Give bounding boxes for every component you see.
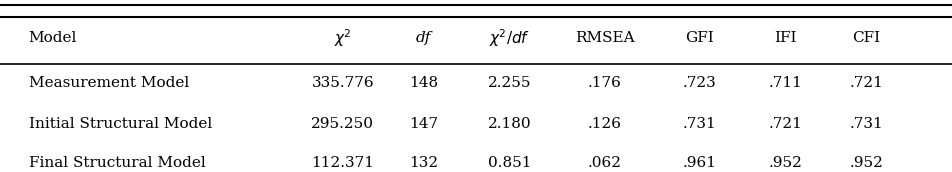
Text: .062: .062 <box>587 156 622 170</box>
Text: 132: 132 <box>409 156 438 170</box>
Text: Initial Structural Model: Initial Structural Model <box>29 117 211 131</box>
Text: .126: .126 <box>587 117 622 131</box>
Text: 2.180: 2.180 <box>487 117 531 131</box>
Text: $\chi$$^2$$\it{/df}$: $\chi$$^2$$\it{/df}$ <box>488 27 530 49</box>
Text: Measurement Model: Measurement Model <box>29 76 188 90</box>
Text: Final Structural Model: Final Structural Model <box>29 156 206 170</box>
Text: 2.255: 2.255 <box>487 76 531 90</box>
Text: Model: Model <box>29 31 77 45</box>
Text: 0.851: 0.851 <box>487 156 531 170</box>
Text: $\chi$$^2$: $\chi$$^2$ <box>334 27 351 49</box>
Text: .952: .952 <box>768 156 803 170</box>
Text: .711: .711 <box>768 76 803 90</box>
Text: .176: .176 <box>587 76 622 90</box>
Text: .721: .721 <box>768 117 803 131</box>
Text: 335.776: 335.776 <box>311 76 374 90</box>
Text: .731: .731 <box>683 117 717 131</box>
Text: 295.250: 295.250 <box>311 117 374 131</box>
Text: .961: .961 <box>683 156 717 170</box>
Text: RMSEA: RMSEA <box>575 31 634 45</box>
Text: 148: 148 <box>409 76 438 90</box>
Text: df: df <box>416 31 431 45</box>
Text: 147: 147 <box>409 117 438 131</box>
Text: .952: .952 <box>849 156 883 170</box>
Text: IFI: IFI <box>774 31 797 45</box>
Text: 112.371: 112.371 <box>311 156 374 170</box>
Text: .723: .723 <box>683 76 717 90</box>
Text: CFI: CFI <box>852 31 881 45</box>
Text: GFI: GFI <box>685 31 714 45</box>
Text: .731: .731 <box>849 117 883 131</box>
Text: .721: .721 <box>849 76 883 90</box>
